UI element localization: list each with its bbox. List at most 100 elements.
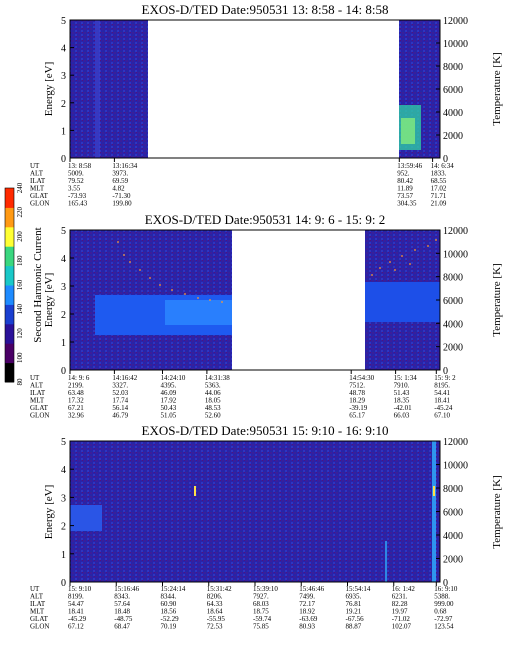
- ephemeris-value: 88.87: [346, 623, 362, 631]
- temperature-dot: [221, 301, 223, 303]
- ephemeris-value: 6935.: [346, 593, 362, 601]
- ephemeris-value: 68.55: [431, 177, 447, 185]
- panel-2-blue-band-right: [365, 282, 440, 322]
- panel-2-y2label: Temperature [K]: [491, 263, 503, 336]
- colorbar-tick-label: 160: [16, 279, 24, 290]
- ephemeris-value: 15: 1:34: [394, 374, 418, 382]
- ephemeris-value: 50.43: [161, 404, 177, 412]
- colorbar-segment: [5, 188, 14, 208]
- ephemeris-row-label: ALT: [30, 593, 44, 601]
- ephemeris-value: 18.35: [394, 397, 410, 405]
- ephemeris-value: 18.56: [161, 608, 177, 616]
- ephemeris-value: 75.85: [253, 623, 269, 631]
- ephemeris-value: 71.71: [431, 192, 447, 200]
- ephemeris-value: 18.41: [434, 397, 450, 405]
- ephemeris-row-label: ILAT: [30, 177, 46, 185]
- ephemeris-value: -73.93: [68, 192, 87, 200]
- y2tick-label: 4000: [443, 108, 463, 119]
- ephemeris-value: 14:16:42: [112, 374, 137, 382]
- ephemeris-row-label: UT: [30, 585, 40, 593]
- ephemeris-value: 82.28: [392, 600, 408, 608]
- colorbar-segment: [5, 304, 14, 325]
- ephemeris-value: 17.74: [112, 397, 128, 405]
- colorbar-segment: [5, 362, 14, 383]
- ephemeris-value: 3973.: [112, 170, 128, 178]
- ephemeris-row-label: GLON: [30, 200, 49, 208]
- colorbar-tick-label: 100: [16, 352, 24, 363]
- ytick-label: 5: [61, 16, 66, 27]
- panel-2-ylabel: Energy [eV]: [43, 273, 55, 327]
- panel-1-title: EXOS-D/TED Date:950531 13: 8:58 - 14: 8:…: [142, 2, 389, 17]
- ephemeris-value: 14:31:38: [205, 374, 230, 382]
- ephemeris-value: -67.56: [346, 615, 365, 623]
- colorbar-segment: [5, 226, 14, 247]
- ephemeris-row-label: ALT: [30, 382, 44, 390]
- temperature-dot: [139, 269, 141, 271]
- temperature-dot: [394, 269, 396, 271]
- ephemeris-value: 7927.: [253, 593, 269, 601]
- ephemeris-value: 4.82: [112, 185, 125, 193]
- ephemeris-value: 14:24:10: [161, 374, 186, 382]
- ytick-label: 5: [61, 226, 66, 237]
- ytick-label: 1: [61, 126, 66, 137]
- y2tick-label: 0: [443, 366, 448, 377]
- y2tick-label: 8000: [443, 273, 463, 284]
- colorbar-frame: [4, 187, 15, 383]
- ytick-label: 2: [61, 522, 66, 533]
- ephemeris-value: 18.05: [205, 397, 221, 405]
- ephemeris-row-label: MLT: [30, 397, 45, 405]
- y2tick-label: 2000: [443, 343, 463, 354]
- ephemeris-value: 11.89: [397, 185, 413, 193]
- ephemeris-value: 56.14: [112, 404, 128, 412]
- ephemeris-value: 18.64: [207, 608, 223, 616]
- ephemeris-value: 0.68: [434, 608, 447, 616]
- ephemeris-row-label: ILAT: [30, 600, 46, 608]
- ephemeris-value: 199.80: [112, 200, 132, 208]
- y2tick-label: 12000: [443, 437, 468, 448]
- ytick-label: 0: [61, 366, 66, 377]
- ephemeris-value: 15:46:46: [299, 585, 324, 593]
- ephemeris-value: 15: 9:10: [68, 585, 92, 593]
- panel-3-yellow-mark-1: [194, 486, 196, 496]
- ephemeris-value: 44.06: [205, 389, 221, 397]
- ephemeris-value: 63.48: [68, 389, 84, 397]
- ephemeris-row-label: ALT: [30, 170, 44, 178]
- ephemeris-value: -72.97: [434, 615, 453, 623]
- ephemeris-value: 57.64: [114, 600, 130, 608]
- colorbar-segment: [5, 207, 14, 228]
- ephemeris-value: 102.07: [392, 623, 412, 631]
- temperature-dot: [171, 289, 173, 291]
- ephemeris-value: 3327.: [112, 382, 128, 390]
- ephemeris-value: 80.93: [299, 623, 315, 631]
- ytick-label: 2: [61, 99, 66, 110]
- ephemeris-value: 5363.: [205, 382, 221, 390]
- ytick-label: 0: [61, 578, 66, 589]
- ephemeris-value: 72.53: [207, 623, 223, 631]
- y2tick-label: 0: [443, 154, 448, 165]
- panel-1-warm-core: [401, 118, 415, 144]
- ephemeris-value: 2199.: [68, 382, 84, 390]
- temperature-dot: [427, 245, 429, 247]
- colorbar-segment: [5, 285, 14, 305]
- ephemeris-value: -42.01: [394, 404, 413, 412]
- y2tick-label: 2000: [443, 555, 463, 566]
- temperature-dot: [149, 277, 151, 279]
- ytick-label: 4: [61, 254, 66, 265]
- ephemeris-value: -55.95: [207, 615, 226, 623]
- ephemeris-row-label: GLAT: [30, 192, 49, 200]
- ephemeris-value: 7499.: [299, 593, 315, 601]
- ephemeris-value: 165.43: [68, 200, 88, 208]
- ephemeris-value: -45.29: [68, 615, 87, 623]
- y2tick-label: 12000: [443, 16, 468, 27]
- ephemeris-value: 8199.: [68, 593, 84, 601]
- ephemeris-value: 54.47: [68, 600, 84, 608]
- ephemeris-row-label: GLON: [30, 623, 49, 631]
- panel-2-cyan-core: [165, 300, 232, 325]
- ephemeris-value: 952.: [397, 170, 410, 178]
- ephemeris-value: 14:54:30: [349, 374, 374, 382]
- ephemeris-value: 65.17: [349, 412, 365, 420]
- ephemeris-row-label: MLT: [30, 185, 45, 193]
- ephemeris-value: 17.02: [431, 185, 447, 193]
- panel-3-thin-streak: [385, 541, 387, 582]
- panel-1-ylabel: Energy [eV]: [43, 62, 55, 116]
